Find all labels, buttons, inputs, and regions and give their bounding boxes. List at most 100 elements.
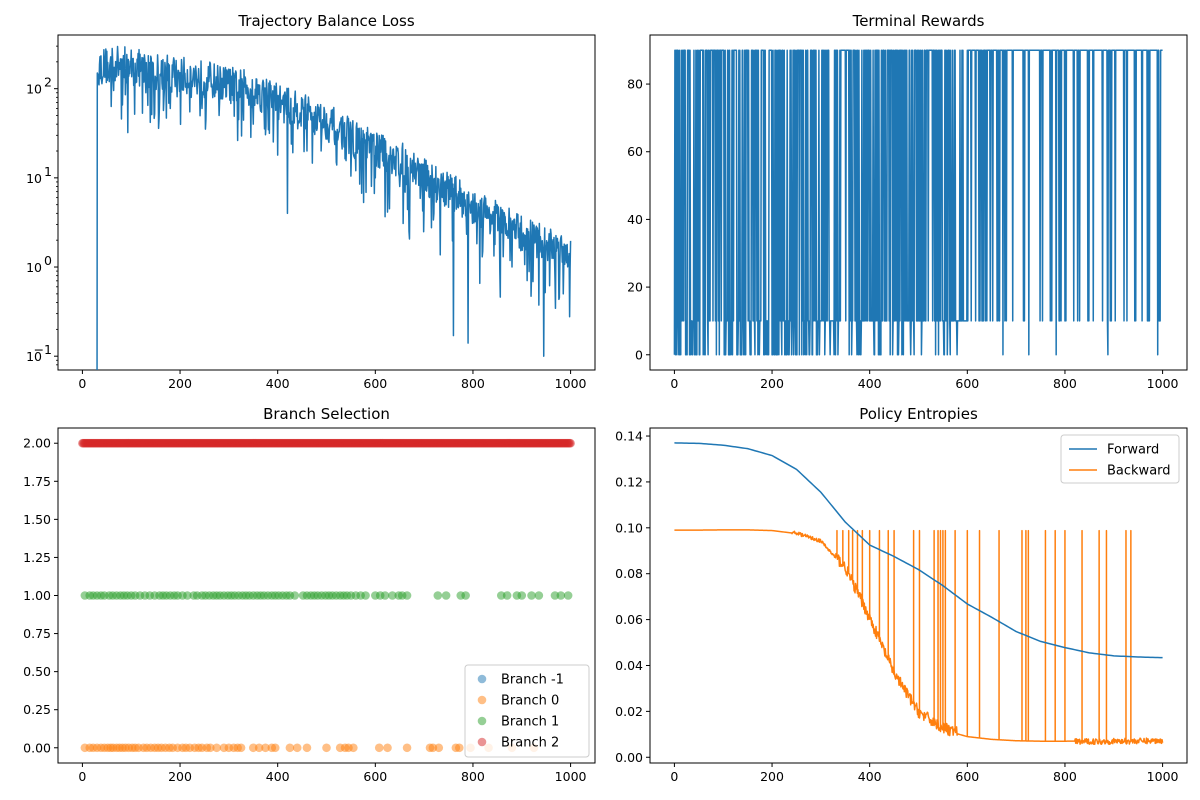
x-tick-label: 600	[363, 376, 387, 391]
y-tick-label: 10	[26, 171, 42, 186]
legend-label: Branch 1	[501, 715, 559, 730]
legend-marker	[477, 674, 487, 684]
point-branch-1	[461, 591, 470, 600]
point-branch-0	[270, 743, 280, 753]
legend-marker	[477, 716, 487, 726]
x-tick-label: 1000	[1147, 769, 1179, 784]
legend-label: Branch 0	[501, 694, 559, 709]
y-tick-label: 0.10	[615, 520, 643, 535]
y-tick-label: 0.06	[615, 612, 643, 627]
legend: Branch -1 Branch 0 Branch 1 Branch 2	[464, 664, 590, 758]
point-branch-0	[302, 743, 312, 753]
plot-area	[674, 442, 1164, 746]
y-tick-label: 1.25	[23, 550, 51, 565]
y-tick-label: 0	[635, 347, 643, 362]
x-tick-label: 800	[1053, 769, 1077, 784]
x-tick-label: 200	[760, 769, 784, 784]
plot-area	[96, 45, 572, 370]
chart-title: Trajectory Balance Loss	[237, 12, 415, 30]
series-line-loss	[96, 45, 572, 370]
point-branch-1	[563, 591, 573, 600]
y-tick-label: 80	[627, 77, 643, 92]
point-branch-1	[534, 591, 544, 600]
point-branch-1	[361, 591, 370, 600]
y-tick-label: 0.50	[23, 664, 51, 679]
x-tick-label: 800	[461, 376, 485, 391]
x-tick-label: 600	[955, 376, 979, 391]
legend-label: Branch -1	[501, 673, 564, 688]
y-tick-label: 0.12	[615, 474, 643, 489]
point-branch-1	[388, 591, 397, 600]
x-tick-label: 400	[266, 376, 290, 391]
plot-frame	[649, 34, 1188, 371]
point-branch-1	[290, 591, 300, 600]
chart-policy-entropies: Policy Entropies 0 200 400 600 800 1000 0.00 0.0…	[615, 405, 1188, 784]
x-tick-label: 400	[266, 769, 290, 784]
point-branch-0	[402, 743, 412, 753]
y-tick-label: 0.14	[615, 429, 643, 444]
y-tick-label: 0.00	[615, 750, 643, 765]
y-tick-label: 1.50	[23, 512, 51, 527]
x-tick-label: 200	[168, 769, 192, 784]
x-tick-label: 1000	[1147, 376, 1179, 391]
point-branch-1	[183, 591, 192, 600]
x-tick-label: 400	[858, 376, 882, 391]
y-tick-label: 0.25	[23, 702, 51, 717]
y-tick-exponent: 0	[44, 253, 52, 268]
x-tick-label: 800	[1053, 376, 1077, 391]
x-tick-label: 200	[760, 376, 784, 391]
x-tick-label: 1000	[555, 769, 587, 784]
y-tick-label: 0.08	[615, 566, 643, 581]
series-branch-2	[78, 438, 575, 448]
x-tick-label: 600	[955, 769, 979, 784]
legend-marker	[477, 737, 487, 747]
chart-title: Policy Entropies	[859, 405, 978, 423]
chart-title: Branch Selection	[263, 405, 390, 423]
series-line-rewards	[673, 49, 1163, 356]
plot-area	[673, 49, 1163, 356]
point-branch-0	[285, 743, 295, 753]
point-branch-0	[374, 743, 384, 753]
point-branch-0	[434, 743, 444, 753]
point-branch-0	[236, 743, 246, 753]
point-branch-0	[349, 743, 358, 753]
legend-frame	[1060, 434, 1180, 484]
point-branch-1	[527, 591, 536, 600]
point-branch-0	[254, 743, 264, 753]
legend: Forward Backward	[1060, 434, 1180, 484]
y-tick-label: 1.75	[23, 474, 51, 489]
x-tick-label: 0	[670, 376, 678, 391]
legend-label: Forward	[1107, 443, 1159, 458]
plot-frame	[649, 427, 1188, 764]
point-branch-0	[261, 743, 270, 753]
series-line-forward	[674, 442, 1163, 659]
point-branch-0	[322, 743, 331, 753]
point-branch-1	[502, 591, 512, 600]
y-tick-exponent: 2	[44, 75, 52, 90]
y-tick-label: 0.75	[23, 626, 51, 641]
x-tick-label: 0	[78, 376, 86, 391]
series-line-backward	[674, 529, 1164, 746]
x-tick-label: 600	[363, 769, 387, 784]
chart-trajectory-balance-loss: Trajectory Balance Loss 0 200 400 600 800 1000…	[26, 12, 596, 391]
legend-label: Branch 2	[501, 736, 559, 751]
x-tick-label: 800	[461, 769, 485, 784]
point-branch-0	[383, 743, 392, 753]
y-tick-label: 60	[627, 144, 643, 159]
point-branch-2	[566, 438, 575, 448]
legend-label: Backward	[1107, 464, 1171, 479]
x-tick-label: 0	[670, 769, 678, 784]
y-tick-label: 40	[627, 212, 643, 227]
x-tick-label: 1000	[555, 376, 587, 391]
series-branch-1	[80, 591, 573, 600]
legend-marker	[477, 695, 487, 705]
x-tick-label: 400	[858, 769, 882, 784]
point-branch-1	[556, 591, 566, 600]
point-branch-1	[517, 591, 527, 600]
x-tick-label: 0	[78, 769, 86, 784]
y-tick-label: 0.02	[615, 704, 643, 719]
chart-branch-selection: Branch Selection 0 200 400 600 800 1000 0.00 0.2…	[23, 405, 596, 784]
y-tick-label: 10	[26, 82, 42, 97]
point-branch-1	[433, 591, 443, 600]
